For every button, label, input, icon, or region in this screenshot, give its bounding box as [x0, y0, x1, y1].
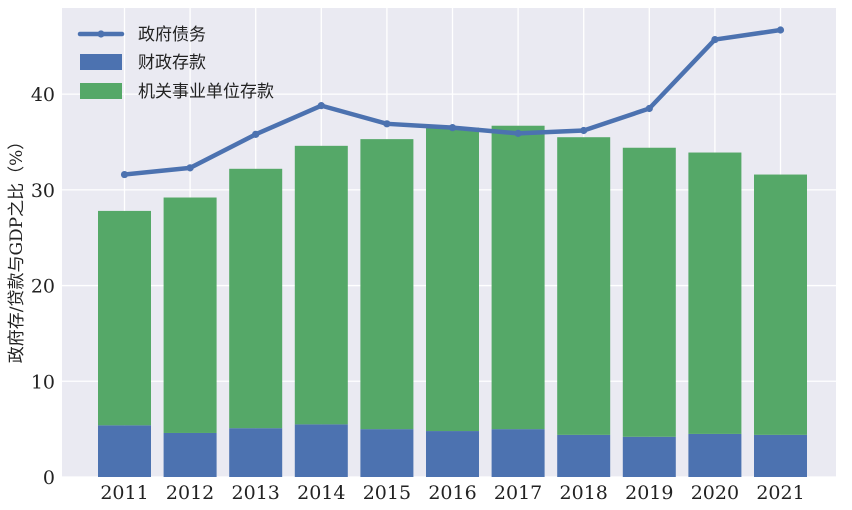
bar-fiscal-deposit [754, 434, 807, 477]
bar-institution-deposit [98, 210, 151, 426]
x-tick-label: 2020 [691, 482, 739, 504]
x-tick-labels: 2011 2012 2013 2014 2015 2016 2017 2018 2019 2020… [100, 482, 804, 504]
x-tick-label: 2021 [756, 482, 804, 504]
y-tick-label: 10 [31, 371, 55, 393]
line-point-gov-debt [514, 129, 522, 137]
bar-fiscal-deposit [229, 428, 283, 477]
bar-institution-deposit [557, 137, 611, 435]
bar-fiscal-deposit [557, 434, 611, 477]
bar-fiscal-deposit [98, 425, 151, 477]
bar-institution-deposit [754, 174, 807, 435]
bar-fiscal-deposit [491, 429, 545, 477]
y-tick-label: 0 [43, 467, 55, 489]
line-point-gov-debt [711, 35, 719, 44]
x-tick-label: 2012 [166, 482, 214, 504]
bar-institution-deposit [688, 152, 742, 434]
line-series-group [120, 26, 785, 179]
x-tick-label: 2018 [560, 482, 608, 504]
y-tick-label: 40 [31, 84, 55, 106]
legend-bar-swatch [80, 54, 122, 70]
line-point-gov-debt [186, 164, 194, 172]
bar-fiscal-deposit [294, 424, 348, 477]
bar-institution-deposit [229, 168, 283, 429]
y-tick-label: 30 [31, 180, 55, 202]
bar-fiscal-deposit [622, 436, 676, 477]
bar-institution-deposit [622, 147, 676, 437]
bar-institution-deposit [294, 145, 348, 425]
x-tick-label: 2014 [297, 482, 345, 504]
legend-label: 机关事业单位存款 [138, 82, 274, 102]
x-tick-label: 2015 [363, 482, 411, 504]
line-point-gov-debt [317, 102, 325, 110]
bar-fiscal-deposit [360, 429, 414, 477]
bar-institution-deposit [163, 197, 217, 433]
legend-bar-swatch [80, 83, 122, 99]
x-tick-label: 2011 [100, 482, 148, 504]
line-point-gov-debt [580, 126, 588, 135]
x-tick-label: 2013 [232, 482, 280, 504]
x-tick-label: 2016 [428, 482, 476, 504]
bar-institution-deposit [426, 127, 479, 432]
bar-fiscal-deposit [426, 431, 479, 477]
bar-fiscal-deposit [688, 433, 742, 477]
y-axis-label: 政府存/贷款与GDP之比（%） [7, 133, 27, 364]
line-point-gov-debt [776, 26, 785, 34]
line-point-gov-debt [645, 104, 653, 113]
line-point-gov-debt [120, 170, 129, 179]
x-tick-label: 2019 [625, 482, 673, 504]
line-point-gov-debt [252, 130, 260, 138]
bar-institution-deposit [491, 125, 545, 430]
line-point-gov-debt [383, 120, 391, 128]
legend-label: 政府债务 [138, 25, 206, 45]
x-tick-label: 2017 [494, 482, 542, 504]
legend-label: 财政存款 [138, 53, 206, 73]
legend-line-marker [97, 30, 105, 38]
bars-group [98, 125, 807, 477]
y-tick-labels: 0 10 20 30 40 [31, 84, 55, 489]
bar-institution-deposit [360, 139, 414, 430]
line-point-gov-debt [448, 124, 457, 132]
bar-fiscal-deposit [163, 432, 217, 477]
y-tick-label: 20 [31, 276, 55, 298]
